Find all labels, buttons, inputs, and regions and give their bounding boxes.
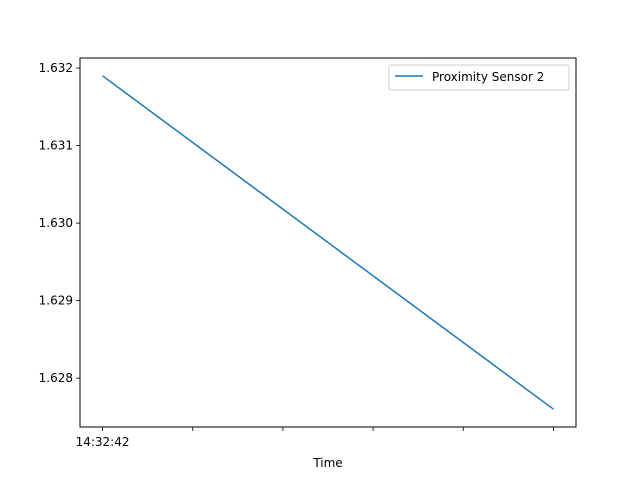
x-axis-label: Time [312, 456, 342, 470]
legend-box [388, 64, 570, 91]
y-tick-label: 1.628 [39, 371, 73, 385]
y-tick-label: 1.632 [39, 61, 73, 75]
series-layer [102, 75, 554, 410]
y-tick-label: 1.630 [39, 216, 73, 230]
y-tick-label: 1.629 [39, 294, 73, 308]
x-axis: 14:32:42 [76, 427, 554, 449]
y-tick-label: 1.631 [39, 139, 73, 153]
legend-entry-label: Proximity Sensor 2 [432, 70, 544, 84]
x-tick-label: 14:32:42 [76, 435, 130, 449]
plot-frame [79, 57, 577, 428]
legend: Proximity Sensor 2 [388, 64, 570, 91]
y-axis: 1.628 1.629 1.630 1.631 1.632 [39, 61, 80, 385]
series-line-0 [102, 75, 554, 410]
